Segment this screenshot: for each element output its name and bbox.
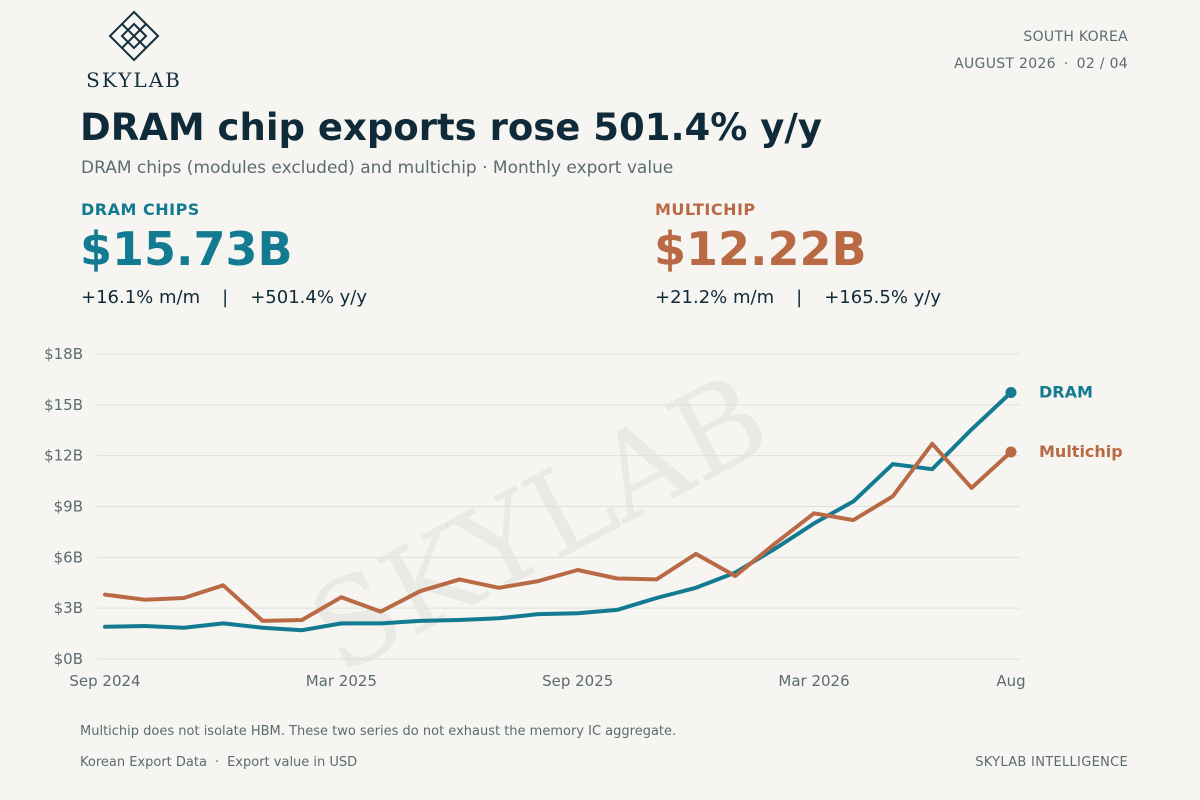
watermark-text: SKYLAB (288, 347, 789, 700)
kpi-dram-value: $15.73B (80, 222, 293, 276)
x-tick-label: Aug (996, 672, 1025, 690)
source-dot: · (214, 755, 220, 770)
x-tick-label: Mar 2026 (778, 672, 849, 690)
x-axis-ticks: Sep 2024 Mar 2025 Sep 2025 Mar 2026 Aug (69, 672, 1025, 690)
kpi-multichip-deltas: +21.2% m/m | +165.5% y/y (655, 287, 941, 308)
kpi-dram-yoy: +501.4% y/y (250, 287, 368, 308)
series-label-multichip: Multichip (1039, 442, 1123, 461)
kpi-dram-deltas: +16.1% m/m | +501.4% y/y (81, 287, 367, 308)
series-line-dram (103, 390, 1013, 633)
kpi-multichip-value: $12.22B (654, 222, 867, 276)
source-label: Korean Export Data (80, 755, 207, 770)
x-tick-label: Sep 2025 (542, 672, 613, 690)
kpi-dram-label: DRAM CHIPS (81, 200, 200, 219)
x-tick-label: Mar 2025 (306, 672, 377, 690)
kpi-multichip-label: MULTICHIP (655, 200, 756, 219)
page-indicator: 02 / 04 (1076, 56, 1128, 72)
y-tick-label: $3B (54, 599, 83, 617)
series-endpoint-dram (1005, 386, 1017, 398)
region-label: SOUTH KOREA (1023, 29, 1128, 45)
period-page-line: AUGUST 2026 · 02 / 04 (954, 51, 1128, 78)
x-tick-label: Sep 2024 (69, 672, 140, 690)
skylab-logo: SKYLAB (78, 10, 190, 92)
source-line: Korean Export Data · Export value in USD (80, 755, 357, 770)
logo-wordmark: SKYLAB (86, 68, 182, 92)
period-label: AUGUST 2026 (954, 56, 1056, 72)
footer-brand: SKYLAB INTELLIGENCE (975, 755, 1128, 770)
footnote: Multichip does not isolate HBM. These tw… (80, 724, 677, 739)
y-tick-label: $15B (44, 396, 83, 414)
kpi-multichip-separator: | (796, 287, 803, 308)
series-label-dram: DRAM (1039, 382, 1093, 401)
export-line-chart: SKYLAB $0B $3B $6B $9B $12B $15B $18B Sep 2024… (44, 345, 1123, 700)
meta-dot: · (1063, 56, 1069, 72)
kpi-dram-separator: | (222, 287, 229, 308)
kpi-multichip-mom: +21.2% m/m (655, 287, 775, 308)
y-tick-label: $6B (54, 548, 83, 566)
series-endpoint-multichip (1005, 446, 1017, 458)
kpi-multichip-yoy: +165.5% y/y (824, 287, 942, 308)
y-tick-label: $18B (44, 345, 83, 363)
y-tick-label: $9B (54, 498, 83, 516)
page-subtitle: DRAM chips (modules excluded) and multic… (81, 158, 674, 178)
y-axis-ticks: $0B $3B $6B $9B $12B $15B $18B (44, 345, 83, 668)
report-meta: SOUTH KOREA AUGUST 2026 · 02 / 04 (954, 24, 1128, 78)
lattice-logo-icon (108, 10, 160, 62)
kpi-dram-mom: +16.1% m/m (81, 287, 201, 308)
series-end-labels: DRAM Multichip (1039, 382, 1123, 460)
y-tick-label: $12B (44, 447, 83, 465)
unit-label: Export value in USD (227, 755, 358, 770)
chart-series (103, 386, 1017, 633)
y-tick-label: $0B (54, 650, 83, 668)
page-title: DRAM chip exports rose 501.4% y/y (80, 106, 822, 149)
series-line-multichip (103, 441, 1013, 623)
